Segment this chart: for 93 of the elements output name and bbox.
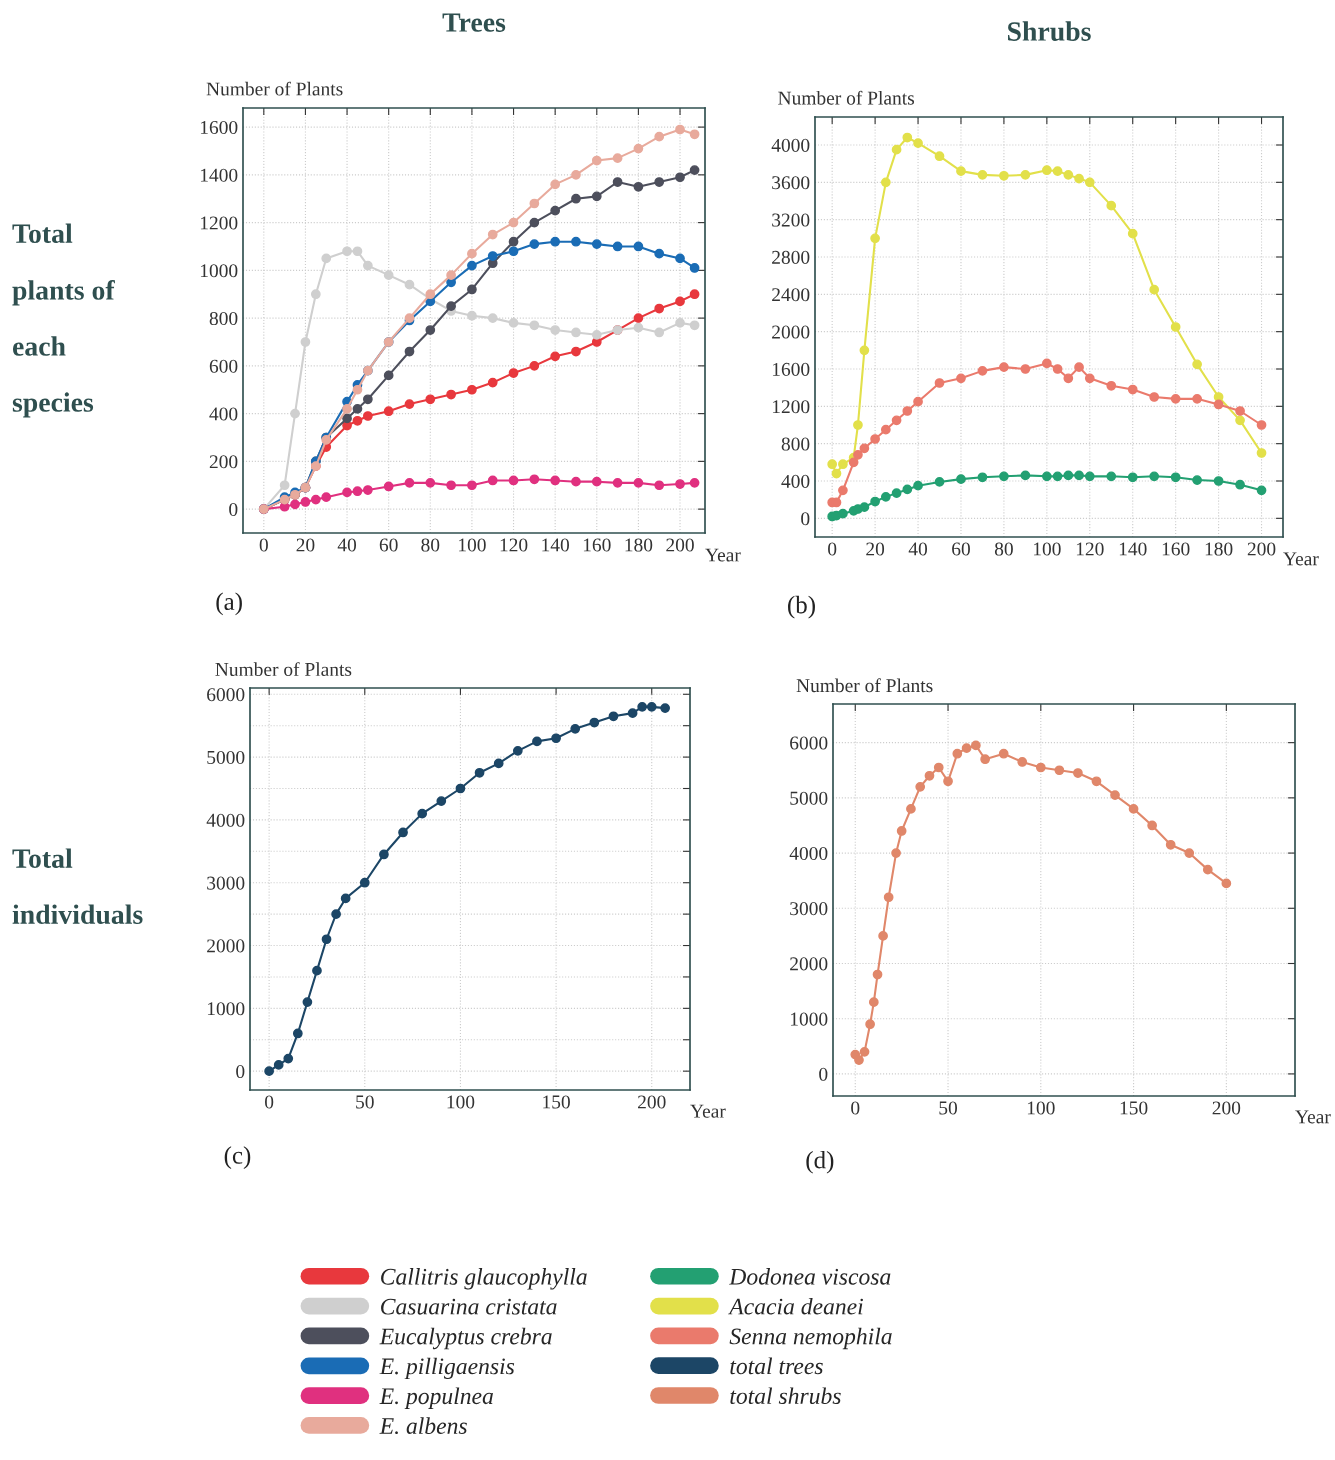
y-tick-label: 5000: [790, 791, 828, 805]
text: (c): [224, 1146, 251, 1169]
y-tick-label: 800: [209, 311, 238, 326]
x-tick-label: 20: [866, 542, 885, 556]
x-tick-label: 200: [1212, 1101, 1241, 1115]
text: (b): [788, 595, 815, 619]
x-tick-label: 160: [583, 538, 611, 552]
x-tick-label: 160: [1162, 542, 1190, 556]
y-tick-label: 0: [819, 1067, 828, 1081]
y-tick-label: 600: [209, 359, 238, 373]
y-axis-title: Number of Plants: [796, 678, 933, 693]
y-tick-label: 4000: [771, 138, 810, 152]
x-axis-title: Year: [1295, 1110, 1331, 1124]
x-tick-label: 50: [356, 1095, 374, 1109]
legend-label: E. populnea: [379, 1387, 493, 1409]
y-axis-title: Number of Plants: [215, 662, 352, 677]
y-tick-label: 400: [209, 407, 238, 421]
legend-label: Acacia deanei: [728, 1297, 863, 1315]
x-tick-label: 0: [265, 1095, 274, 1109]
legend-label: total trees: [730, 1357, 823, 1375]
text: Total plants of each species: [12, 223, 115, 418]
x-tick-label: 200: [638, 1095, 666, 1109]
x-tick-label: 0: [828, 542, 837, 556]
y-tick-label: 6000: [207, 688, 245, 702]
x-tick-label: 100: [1033, 542, 1061, 556]
x-tick-label: 180: [625, 538, 653, 552]
y-tick-label: 2000: [207, 939, 245, 953]
y-tick-label: 2000: [772, 325, 810, 339]
text: total shrubs: [730, 1387, 841, 1405]
y-tick-label: 1200: [772, 400, 810, 414]
y-tick-label: 4000: [206, 813, 245, 827]
x-tick-label: 0: [851, 1101, 860, 1115]
y-tick-label: 400: [781, 474, 810, 488]
x-tick-label: 100: [459, 538, 486, 552]
x-tick-label: 50: [939, 1101, 958, 1115]
x-tick-label: 40: [337, 538, 357, 552]
x-tick-label: 60: [379, 538, 398, 552]
y-tick-label: 2400: [772, 288, 810, 302]
y-tick-label: 1400: [200, 168, 238, 182]
y-tick-label: 1000: [790, 1012, 828, 1026]
legend-label: Senna nemophila: [729, 1327, 892, 1350]
x-tick-label: 200: [666, 538, 694, 552]
legend-label: Eucalyptus crebra: [379, 1327, 552, 1350]
text: (d): [806, 1150, 834, 1174]
y-tick-label: 1600: [200, 120, 238, 135]
x-tick-label: 60: [952, 542, 970, 556]
y-axis-title: Number of Plants: [778, 90, 915, 105]
y-tick-label: 0: [229, 502, 238, 517]
x-tick-label: 80: [994, 542, 1013, 556]
x-tick-label: 200: [1247, 542, 1276, 556]
y-tick-label: 3600: [772, 176, 810, 190]
x-tick-label: 100: [1027, 1101, 1055, 1115]
y-tick-label: 3000: [207, 876, 245, 890]
y-tick-label: 0: [801, 512, 810, 526]
y-tick-label: 4000: [789, 846, 828, 861]
x-tick-label: 120: [500, 538, 528, 552]
x-tick-label: 150: [1120, 1101, 1148, 1115]
x-axis-title: Year: [690, 1104, 726, 1118]
x-tick-label: 80: [421, 538, 440, 552]
x-axis-title: Year: [705, 548, 741, 562]
x-tick-label: 100: [447, 1095, 475, 1109]
y-tick-label: 1200: [200, 216, 238, 230]
text: Total individuals: [12, 848, 143, 925]
x-tick-label: 180: [1205, 542, 1233, 556]
y-tick-label: 1000: [200, 264, 238, 278]
y-tick-label: 800: [781, 437, 810, 451]
x-tick-label: 140: [1119, 542, 1147, 556]
x-tick-label: 20: [296, 538, 315, 552]
legend-label: E. albens: [379, 1417, 467, 1435]
text: (a): [216, 592, 242, 616]
y-tick-label: 1600: [772, 362, 810, 376]
y-tick-label: 2800: [772, 250, 810, 264]
x-tick-label: 120: [1076, 542, 1104, 556]
y-tick-label: 6000: [790, 736, 828, 750]
legend-label: Dodonea viscosa: [729, 1268, 891, 1285]
x-tick-label: 0: [259, 538, 268, 552]
y-tick-label: 5000: [207, 750, 245, 765]
legend-label: Casuarina cristata: [381, 1298, 557, 1315]
chart-title: Trees: [442, 13, 506, 32]
legend-label: Callitris glaucophylla: [381, 1268, 587, 1290]
x-tick-label: 150: [543, 1095, 570, 1109]
y-tick-label: 3000: [790, 902, 828, 916]
x-tick-label: 140: [542, 538, 569, 552]
chart-title: Shrubs: [1008, 21, 1091, 41]
y-tick-label: 1000: [207, 1002, 245, 1016]
y-axis-title: Number of Plants: [206, 81, 343, 96]
x-tick-label: 40: [908, 542, 928, 556]
y-tick-label: 200: [209, 455, 238, 469]
y-tick-label: 3200: [772, 213, 810, 227]
x-axis-title: Year: [1283, 552, 1319, 566]
y-tick-label: 0: [236, 1064, 245, 1079]
y-tick-label: 2000: [790, 957, 828, 971]
legend-label: E. pilligaensis: [379, 1357, 515, 1380]
